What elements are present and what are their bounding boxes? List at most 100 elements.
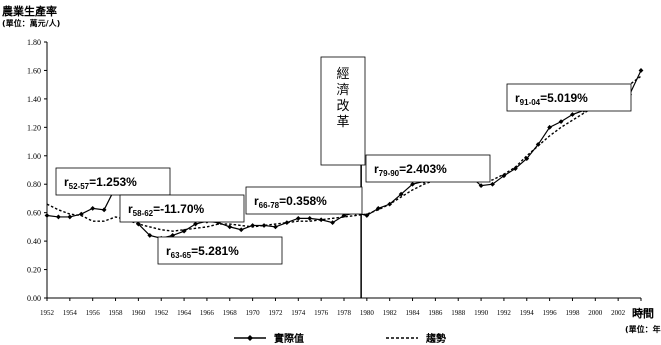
annotation-box	[119, 194, 245, 223]
actual-point	[307, 215, 313, 221]
y-tick-label: 0.60	[27, 209, 41, 218]
annotation-label: r52-57=1.253%	[64, 175, 137, 191]
x-tick-labels: 1952 1954 1956 1958 1960 1962 1964 1966 1968 1970…	[40, 298, 649, 317]
actual-point	[181, 228, 187, 234]
y-tick-label: 0.80	[27, 180, 41, 189]
legend-trend-label: 趨勢	[426, 334, 446, 345]
actual-point	[261, 223, 267, 228]
y-tick-label: 0.40	[27, 237, 41, 246]
actual-point	[364, 213, 370, 218]
annotation-box	[245, 186, 363, 215]
actual-point	[56, 214, 61, 220]
x-tick-label: 1980	[360, 309, 375, 317]
legend-actual-label: 實際值	[274, 334, 304, 345]
y-tick-label: 1.00	[27, 152, 41, 161]
legend-trend-swatch	[386, 336, 418, 339]
actual-point	[44, 213, 50, 218]
actual-point	[341, 213, 347, 218]
x-tick-label: 1960	[131, 309, 146, 317]
x-tick-label: 1966	[200, 309, 215, 317]
reform-label-char: 改	[336, 99, 349, 114]
x-tick-label: 1992	[497, 309, 512, 317]
y-tick-label: 1.60	[27, 66, 41, 75]
x-axis-title: 時間	[632, 307, 654, 320]
x-tick-label: 2004	[634, 309, 649, 317]
annotation-box	[365, 154, 491, 183]
x-tick-label: 1956	[86, 309, 101, 317]
reform-label-char: 經	[336, 67, 349, 82]
actual-point	[512, 166, 518, 171]
actual-point	[238, 227, 244, 233]
reform-box	[320, 56, 366, 166]
annotation-box	[157, 236, 283, 265]
actual-point	[227, 224, 233, 230]
actual-point	[547, 124, 553, 130]
y-tick-label: 1.20	[27, 123, 41, 132]
annotation-box	[55, 167, 171, 196]
reform-label-char: 革	[336, 115, 349, 130]
y-axis-title: 農業生產率	[2, 5, 57, 18]
actual-point	[330, 220, 335, 226]
x-tick-label: 1954	[63, 309, 78, 317]
y-tick-label: 1.40	[27, 95, 41, 104]
actual-point	[410, 181, 415, 187]
x-tick-label: 1958	[109, 309, 124, 317]
actual-point	[501, 173, 507, 179]
actual-point	[318, 217, 324, 223]
x-tick-label: 1964	[177, 309, 192, 317]
x-tick-label: 1990	[474, 309, 489, 317]
x-tick-label: 1962	[154, 309, 169, 317]
x-tick-label: 1976	[314, 309, 329, 317]
reform-label-char: 濟	[336, 82, 349, 98]
legend-actual-swatch	[234, 334, 266, 341]
annotation-box	[506, 83, 632, 112]
actual-point	[638, 68, 644, 73]
actual-point	[375, 206, 381, 211]
trend-line	[46, 75, 642, 232]
actual-point	[135, 221, 141, 227]
actual-point	[101, 207, 107, 213]
y-tick-label: 0.20	[27, 266, 41, 275]
actual-point	[570, 112, 575, 117]
actual-point	[273, 224, 278, 230]
x-tick-label: 2002	[611, 309, 626, 317]
x-tick-label: 1996	[543, 309, 558, 317]
series-trend	[46, 75, 642, 232]
x-tick-label: 1972	[268, 309, 283, 317]
x-tick-label: 1988	[451, 309, 466, 317]
y-tick-label: 0.00	[27, 294, 41, 303]
actual-point	[284, 220, 290, 226]
actual-point	[78, 211, 84, 217]
legend-item-trend: 趨勢	[384, 330, 446, 345]
annotation-label: r63-65=5.281%	[166, 244, 239, 260]
annotation-label: r58-62=-11.70%	[128, 202, 205, 218]
actual-point	[147, 233, 153, 238]
annotation-label: r79-90=2.403%	[374, 162, 447, 178]
x-axis-unit: (單位：年	[625, 325, 661, 334]
x-tick-label: 1968	[223, 309, 238, 317]
x-tick-label: 1998	[565, 309, 580, 317]
actual-point	[387, 201, 393, 207]
growth-rate-annotations: r52-57=1.253% r58-62=-11.70% r63-65=5.281%…	[55, 83, 632, 265]
x-tick-label: 2000	[588, 309, 603, 317]
actual-point	[90, 206, 96, 211]
x-tick-label: 1984	[406, 309, 421, 317]
actual-point	[490, 181, 495, 187]
actual-point	[478, 183, 484, 189]
legend-item-actual: 實際值	[232, 330, 304, 345]
actual-point	[67, 214, 73, 220]
actual-point	[295, 215, 301, 221]
x-tick-label: 1952	[40, 309, 55, 317]
x-tick-label: 1974	[291, 309, 306, 317]
y-tick-label: 1.80	[27, 38, 41, 47]
x-tick-label: 1994	[520, 309, 535, 317]
annotation-label: r66-78=0.358%	[254, 194, 327, 210]
actual-point	[193, 221, 198, 227]
y-tick-labels: 0.00 0.20 0.40 0.60 0.80 1.00 1.20 1.40 1.60 1.80	[27, 38, 47, 303]
actual-point	[535, 142, 541, 147]
actual-point	[250, 223, 256, 228]
x-tick-label: 1978	[337, 309, 352, 317]
annotation-label: r91-04=5.019%	[515, 91, 588, 107]
